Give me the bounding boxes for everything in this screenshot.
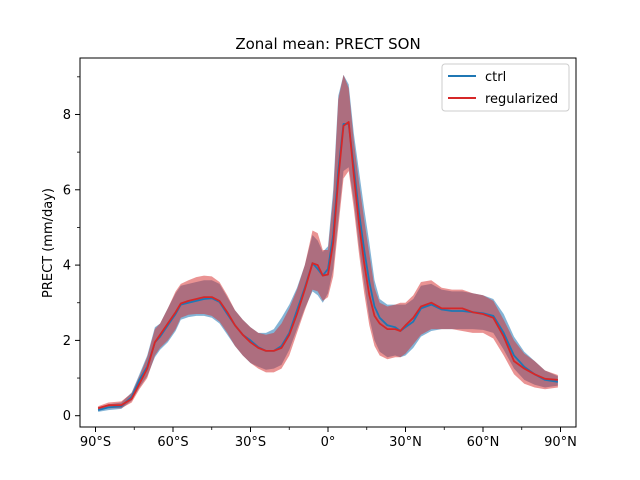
- band-regularized: [98, 74, 558, 411]
- x-tick-label: 60°N: [467, 435, 500, 450]
- y-tick-label: 4: [63, 259, 71, 274]
- y-tick-label: 2: [63, 334, 71, 349]
- x-tick-label: 90°S: [80, 435, 111, 450]
- axes-frame: [79, 57, 577, 428]
- plot-area: [97, 74, 559, 412]
- x-tick-label: 30°S: [235, 435, 266, 450]
- chart-title: Zonal mean: PRECT SON: [235, 35, 420, 53]
- band-ctrl: [98, 74, 558, 412]
- y-axis-label: PRECT (mm/day): [41, 188, 56, 298]
- legend-label-regularized: regularized: [485, 92, 558, 107]
- axes: 90°S 60°S 30°S 0° 30°N 60°N 90°N 0 2 4 6 8: [63, 57, 577, 450]
- y-tick-label: 0: [63, 409, 71, 424]
- x-tick-label: 60°S: [157, 435, 188, 450]
- x-tick-label: 90°N: [544, 435, 577, 450]
- legend: ctrl regularized: [441, 63, 570, 112]
- y-tick-label: 6: [63, 183, 71, 198]
- legend-label-ctrl: ctrl: [485, 70, 506, 85]
- x-tick-label: 30°N: [389, 435, 422, 450]
- line-regularized: [97, 121, 558, 410]
- y-tick-label: 8: [63, 108, 71, 123]
- line-ctrl: [97, 123, 559, 411]
- x-tick-label: 0°: [321, 435, 336, 450]
